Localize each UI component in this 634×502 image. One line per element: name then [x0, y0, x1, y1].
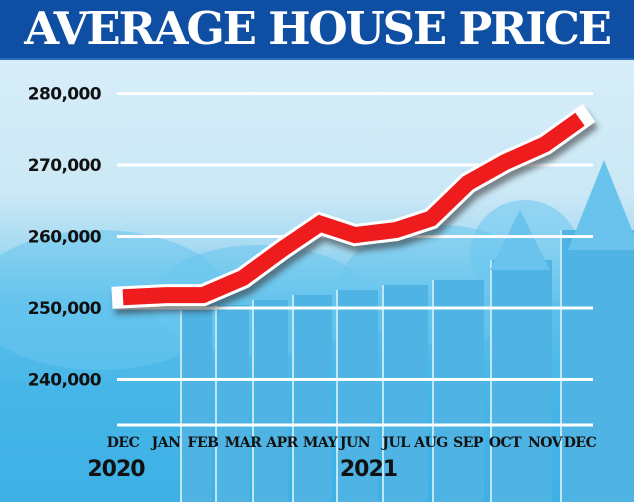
chart-title: AVERAGE HOUSE PRICE [24, 2, 612, 55]
x-tick-label: SEP [453, 435, 484, 451]
y-axis-labels: 240,000 250,000 260,000 270,000 280,000 [28, 85, 103, 391]
year-label: 2021 [340, 457, 397, 482]
y-tick-label: 280,000 [28, 85, 102, 105]
x-tick-label: OCT [489, 435, 522, 451]
x-tick-label: DEC [107, 435, 140, 451]
x-tick-label: AUG [413, 435, 448, 451]
x-axis-labels: DEC JAN FEB MAR APR MAY JUN JUL AUG SEP OCT NOV DEC [107, 435, 597, 451]
x-tick-label: FEB [188, 435, 220, 451]
x-tick-label: MAR [225, 435, 262, 451]
y-tick-label: 240,000 [28, 371, 102, 391]
year-labels: 2020 2021 [87, 457, 398, 482]
y-tick-label: 250,000 [28, 299, 102, 319]
title-banner: AVERAGE HOUSE PRICE [0, 0, 634, 60]
x-tick-label: JUL [380, 435, 410, 451]
y-tick-label: 270,000 [28, 156, 102, 176]
year-label: 2020 [87, 457, 145, 482]
series-line [122, 112, 585, 306]
series-line-outline [111, 103, 596, 309]
x-tick-label: MAY [303, 435, 339, 451]
x-tick-label: APR [265, 435, 298, 451]
x-tick-label: JAN [150, 435, 181, 451]
x-tick-label: JUN [338, 435, 371, 451]
y-tick-label: 260,000 [28, 228, 102, 248]
x-tick-label: NOV [528, 435, 564, 451]
x-tick-label: DEC [564, 435, 597, 451]
series-group [111, 103, 596, 309]
